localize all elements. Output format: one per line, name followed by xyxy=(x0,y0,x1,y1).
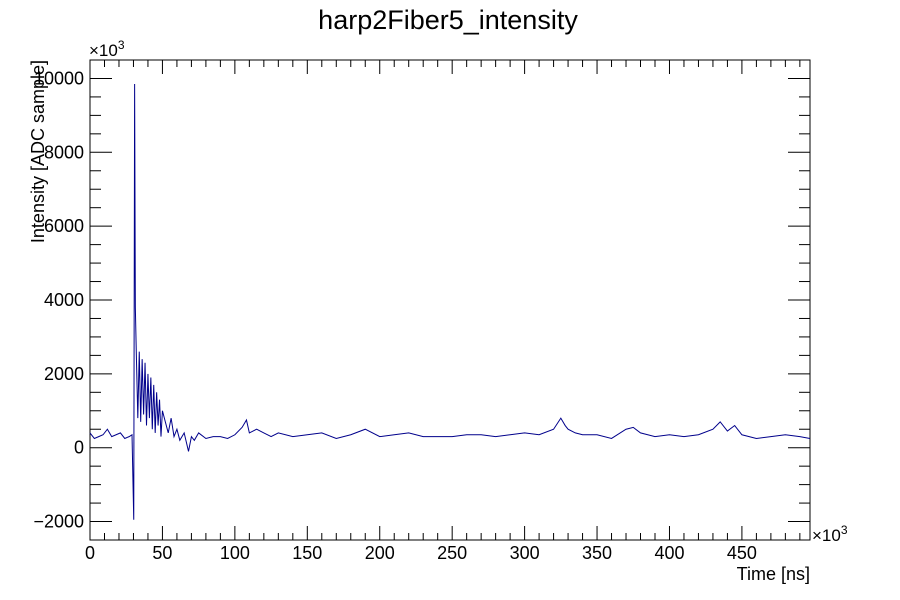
x-axis-ticks xyxy=(89,60,801,540)
x-tick-label: 50 xyxy=(152,543,172,563)
plot-frame xyxy=(89,59,811,541)
y-tick-label: 10000 xyxy=(34,68,84,88)
x-tick-label: 450 xyxy=(727,543,757,563)
x-tick-label: 400 xyxy=(654,543,684,563)
y-tick-label: 4000 xyxy=(44,290,84,310)
x-tick-label: 300 xyxy=(510,543,540,563)
x-tick-label: 150 xyxy=(292,543,322,563)
y-tick-label: 8000 xyxy=(44,142,84,162)
y-axis-tick-labels: −2000 0 2000 4000 6000 8000 10000 xyxy=(33,68,84,531)
x-tick-label: 0 xyxy=(85,543,95,563)
chart-title: harp2Fiber5_intensity xyxy=(318,5,578,35)
y-tick-label: 2000 xyxy=(44,364,84,384)
y-tick-label: −2000 xyxy=(33,512,84,532)
x-tick-label: 100 xyxy=(220,543,250,563)
x-tick-label: 250 xyxy=(437,543,467,563)
y-tick-label: 6000 xyxy=(44,216,84,236)
x-axis-label: Time [ns] xyxy=(737,564,810,584)
y-axis-multiplier: ×103 xyxy=(89,38,125,60)
y-axis-ticks xyxy=(90,59,810,541)
x-tick-label: 350 xyxy=(582,543,612,563)
y-tick-label: 0 xyxy=(74,438,84,458)
series-line xyxy=(89,83,811,520)
x-axis-tick-labels: 0 50 100 150 200 250 300 350 400 450 xyxy=(85,543,757,563)
x-axis-multiplier: ×103 xyxy=(812,523,848,545)
y-axis-label: Intensity [ADC sample] xyxy=(28,60,48,243)
x-tick-label: 200 xyxy=(365,543,395,563)
